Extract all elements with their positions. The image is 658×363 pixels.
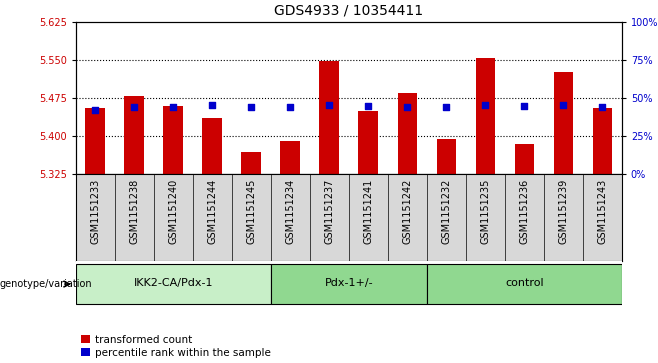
Text: GSM1151236: GSM1151236 xyxy=(519,179,529,244)
Point xyxy=(441,104,451,110)
Point xyxy=(285,104,295,110)
Text: GSM1151235: GSM1151235 xyxy=(480,179,490,244)
Text: GSM1151233: GSM1151233 xyxy=(90,179,100,244)
Bar xyxy=(593,108,612,174)
Text: GSM1151244: GSM1151244 xyxy=(207,179,217,244)
Text: GSM1151243: GSM1151243 xyxy=(597,179,607,244)
Point xyxy=(558,102,569,107)
Point xyxy=(246,104,257,110)
Bar xyxy=(124,97,144,174)
Bar xyxy=(476,58,495,174)
Text: GSM1151240: GSM1151240 xyxy=(168,179,178,244)
Bar xyxy=(280,141,300,174)
Point xyxy=(480,102,490,107)
Text: IKK2-CA/Pdx-1: IKK2-CA/Pdx-1 xyxy=(134,278,213,288)
Text: GSM1151232: GSM1151232 xyxy=(442,179,451,244)
Bar xyxy=(436,139,456,174)
Text: GSM1151242: GSM1151242 xyxy=(402,179,413,244)
Bar xyxy=(427,264,622,305)
Text: GSM1151238: GSM1151238 xyxy=(129,179,139,244)
Bar xyxy=(163,106,183,174)
Bar xyxy=(203,118,222,174)
Point xyxy=(597,104,607,110)
Text: GSM1151239: GSM1151239 xyxy=(558,179,569,244)
Text: GSM1151241: GSM1151241 xyxy=(363,179,373,244)
Bar xyxy=(359,111,378,174)
Text: control: control xyxy=(505,278,544,288)
Point xyxy=(168,104,178,110)
Text: GSM1151245: GSM1151245 xyxy=(246,179,256,244)
Point xyxy=(90,107,101,113)
Title: GDS4933 / 10354411: GDS4933 / 10354411 xyxy=(274,4,423,18)
Text: GSM1151234: GSM1151234 xyxy=(285,179,295,244)
Bar xyxy=(241,152,261,174)
Bar xyxy=(397,93,417,174)
Point xyxy=(363,103,374,109)
Text: genotype/variation: genotype/variation xyxy=(0,279,93,289)
Point xyxy=(519,103,530,109)
Legend: transformed count, percentile rank within the sample: transformed count, percentile rank withi… xyxy=(81,335,271,358)
Point xyxy=(324,102,334,107)
Text: Pdx-1+/-: Pdx-1+/- xyxy=(324,278,373,288)
Bar xyxy=(76,264,270,305)
Bar xyxy=(86,108,105,174)
Point xyxy=(207,102,217,107)
Point xyxy=(402,104,413,110)
Text: GSM1151237: GSM1151237 xyxy=(324,179,334,244)
Bar xyxy=(320,61,339,174)
Bar xyxy=(515,144,534,174)
Bar xyxy=(553,72,573,174)
Point xyxy=(129,104,139,110)
Bar xyxy=(270,264,427,305)
